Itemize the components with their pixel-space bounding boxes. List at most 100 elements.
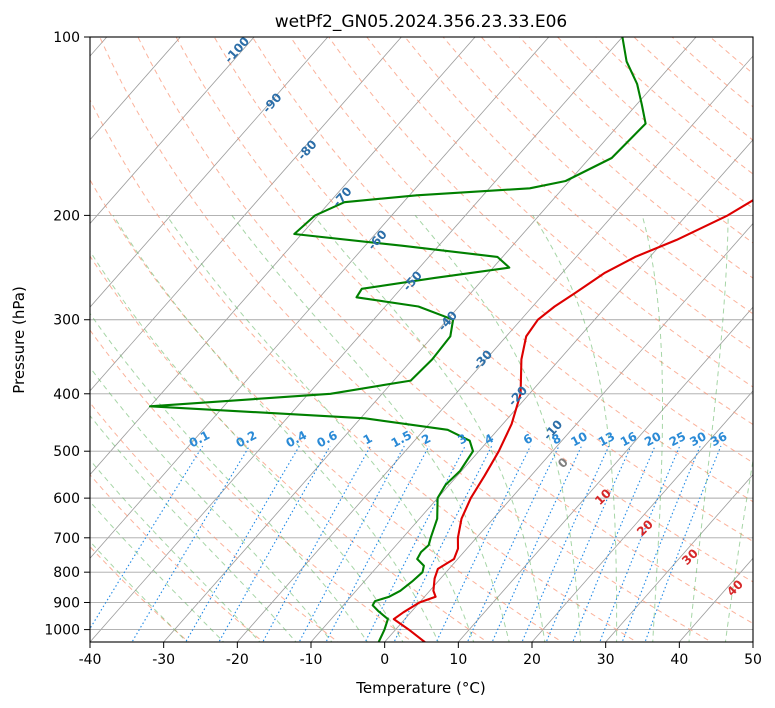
dry-adiabat-line (442, 37, 753, 315)
dry-adiabat-label: -70 (330, 184, 355, 209)
mixing-ratio-line (131, 445, 250, 642)
dry-adiabat-line (90, 545, 190, 642)
y-tick-label: 400 (53, 387, 80, 403)
mixing-ratio-line (218, 445, 331, 642)
dry-adiabat-line (633, 37, 753, 141)
moist-adiabat-line (90, 366, 333, 642)
y-axis-label: Pressure (hPa) (10, 286, 28, 394)
dry-adiabat-label: -100 (222, 34, 252, 66)
x-tick-label: -30 (152, 652, 175, 668)
dry-adiabat-line (99, 37, 713, 642)
isotherm-line (310, 139, 753, 642)
mixing-ratio-label: 10 (568, 429, 589, 449)
dry-adiabat-line (251, 37, 753, 503)
moist-adiabat-line (313, 215, 546, 642)
dry-adiabat-line (90, 473, 264, 642)
isotherm-line (90, 37, 402, 392)
moist-adiabat-label: 0 (555, 455, 571, 471)
isotherm-line (605, 473, 753, 642)
dry-adiabat-label: -50 (400, 268, 425, 293)
x-tick-label: -20 (226, 652, 249, 668)
dry-adiabat-line (137, 37, 753, 624)
moist-adiabat-line (688, 215, 729, 642)
dry-adiabat-label: -40 (435, 308, 460, 333)
dry-adiabat-line (557, 37, 753, 209)
dry-adiabat-line (404, 37, 753, 351)
y-tick-label: 100 (53, 30, 80, 46)
mixing-ratio-line (298, 445, 405, 642)
y-tick-label: 500 (53, 444, 80, 460)
dry-adiabat-line (366, 37, 753, 388)
dry-adiabat-line (709, 37, 753, 75)
mixing-ratio-label: 0.1 (187, 428, 212, 450)
x-tick-label: -40 (79, 652, 102, 668)
mixing-ratio-line (621, 445, 701, 642)
mixing-ratio-label: 0.4 (284, 428, 309, 450)
moist-adiabat-line (90, 500, 225, 642)
mixing-ratio-line (466, 445, 560, 642)
mixing-ratio-label: 16 (618, 429, 639, 449)
profile-line (148, 37, 647, 642)
moist-adiabat-line (414, 215, 582, 642)
isotherm-line (90, 37, 329, 308)
mixing-ratio-label: 0.2 (234, 428, 259, 450)
moist-adiabat-label: 30 (679, 546, 701, 568)
chart-title: wetPf2_GN05.2024.356.23.33.E06 (275, 12, 567, 32)
dry-adiabat-label: -60 (365, 227, 390, 252)
moist-adiabat-line (90, 312, 368, 642)
x-tick-label: 0 (380, 652, 389, 668)
plot-area-profiles (148, 37, 753, 642)
mixing-ratio-line (364, 445, 466, 642)
x-axis-label: Temperature (°C) (355, 679, 485, 697)
mixing-ratio-label: 1 (361, 431, 375, 447)
mixing-ratio-label: 36 (708, 429, 729, 449)
moist-adiabat-label: 40 (724, 577, 746, 599)
isotherm-line (90, 37, 623, 642)
isotherm-line (236, 55, 753, 642)
mixing-ratio-line (521, 445, 610, 642)
y-tick-label: 1000 (44, 623, 80, 639)
dry-adiabat-line (90, 255, 489, 642)
moist-adiabat-line (90, 414, 297, 642)
moist-adiabat-line (90, 540, 188, 642)
mixing-ratio-line (491, 445, 583, 642)
dry-adiabat-line (328, 37, 753, 426)
x-tick-label: 30 (597, 652, 615, 668)
y-tick-label: 900 (53, 595, 80, 611)
mixing-ratio-line (90, 445, 204, 630)
isotherm-line (90, 37, 181, 141)
mixing-ratio-label: 25 (667, 429, 688, 449)
mixing-ratio-label: 6 (521, 431, 535, 447)
y-tick-label: 700 (53, 531, 80, 547)
x-tick-label: 20 (523, 652, 541, 668)
moist-adiabat-line (724, 458, 753, 642)
dry-adiabat-line (90, 329, 414, 642)
moist-adiabat-line (166, 215, 475, 642)
isotherm-line (90, 37, 476, 476)
dry-adiabat-line (290, 37, 753, 464)
moist-adiabat-line (641, 215, 663, 642)
profile-line (392, 199, 753, 642)
mixing-ratio-label: 20 (642, 429, 663, 449)
plot-frame (89, 36, 754, 643)
x-tick-label: 40 (670, 652, 688, 668)
x-tick-label: 50 (744, 652, 762, 668)
mixing-ratio-line (325, 445, 430, 642)
mixing-ratio-label: 13 (596, 429, 617, 449)
mixing-ratio-label: 2 (419, 431, 433, 447)
isotherm-line (457, 306, 753, 642)
y-tick-label: 300 (53, 313, 80, 329)
plot-area-line-labels: -100-90-80-70-60-50-40-30-20-100.1 0.2 0.4… (187, 34, 746, 599)
mixing-ratio-label: 0.6 (314, 428, 339, 450)
x-tick-label: -10 (300, 652, 323, 668)
isotherm-line (531, 390, 753, 642)
moist-adiabat-label: 10 (592, 486, 614, 508)
mixing-ratio-line (572, 445, 656, 642)
dry-adiabat-label: -80 (295, 137, 320, 162)
mixing-ratio-label: 1.5 (389, 428, 414, 450)
mixing-ratio-line (599, 445, 681, 642)
moist-adiabat-line (90, 250, 404, 642)
mixing-ratio-line (644, 445, 722, 642)
moist-adiabat-line (231, 215, 510, 642)
